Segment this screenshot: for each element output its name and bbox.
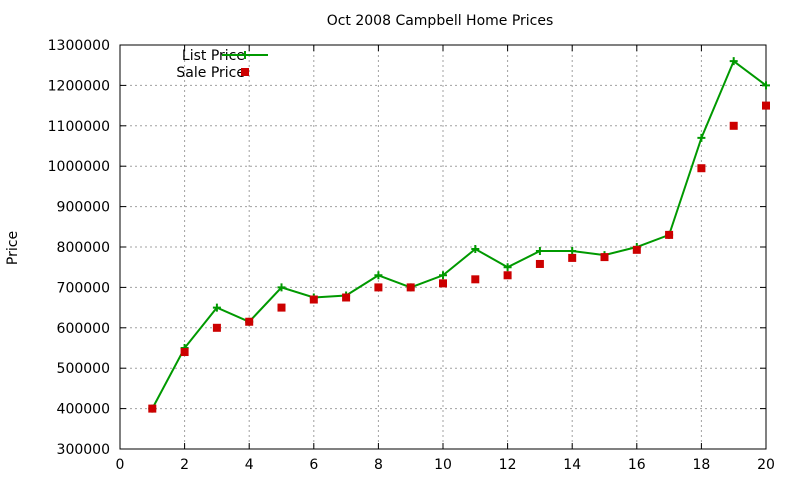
legend-swatch [222,51,268,59]
series-0 [148,57,770,413]
data-point [471,275,480,284]
data-point [277,303,286,312]
data-point [503,271,512,280]
y-tick-label: 300000 [57,442,110,458]
x-tick-label: 18 [692,457,710,473]
legend-swatch [241,68,249,76]
x-tick-label: 0 [116,457,125,473]
data-point [180,348,189,357]
data-point [503,263,512,272]
data-point [535,247,544,256]
y-tick-label: 700000 [57,280,110,296]
data-point [439,279,447,288]
plot-border [119,44,767,450]
y-tick-label: 1300000 [48,38,110,54]
legend-marker [241,51,249,59]
x-tick-label: 4 [245,457,254,473]
data-point [697,164,706,173]
data-point [762,81,770,90]
data-point [277,283,286,292]
data-point [439,271,447,280]
data-point [568,247,577,256]
y-tick-label: 900000 [57,200,110,216]
y-tick-label: 400000 [57,402,110,418]
chart-title: Oct 2008 Campbell Home Prices [327,13,554,29]
grid-layer [120,45,766,449]
data-point [342,293,351,302]
x-tick-label: 12 [499,457,517,473]
data-point [535,259,544,268]
series-line [151,59,767,410]
data-point [212,323,221,332]
y-axis-label: Price [5,231,21,265]
y-tick-label: 1200000 [48,78,110,94]
data-point [665,230,674,239]
y-tick-label: 1000000 [48,159,110,175]
data-point [697,133,706,142]
data-point [374,283,383,292]
legend-label: Sale Price [176,65,245,81]
legend-marker [241,68,249,76]
data-point [568,253,577,262]
series-1 [148,101,770,413]
data-point [309,295,318,304]
data-point [406,283,415,292]
data-point [632,245,641,254]
x-tick-label: 14 [563,457,581,473]
data-point [600,253,609,262]
x-tick-label: 10 [434,457,452,473]
data-point [471,245,480,254]
series-layer [148,57,770,413]
y-tick-label: 800000 [57,240,110,256]
data-point [374,271,383,280]
data-point [148,404,157,413]
data-point [729,57,738,66]
y-tick-label: 600000 [57,321,110,337]
data-point [762,101,770,110]
x-tick-label: 16 [628,457,646,473]
y-tick-label: 500000 [57,361,110,377]
data-point [245,317,254,326]
data-point [729,121,738,130]
legend-label: List Price [182,48,245,64]
x-tick-label: 8 [374,457,383,473]
axis-layer: 0 2 4 6 8 10 12 14 16 18 20 300000 400000 500000 60000… [48,38,775,473]
x-tick-label: 20 [757,457,775,473]
x-tick-label: 6 [309,457,318,473]
x-tick-label: 2 [180,457,189,473]
data-point [212,303,221,312]
y-tick-label: 1100000 [48,119,110,135]
